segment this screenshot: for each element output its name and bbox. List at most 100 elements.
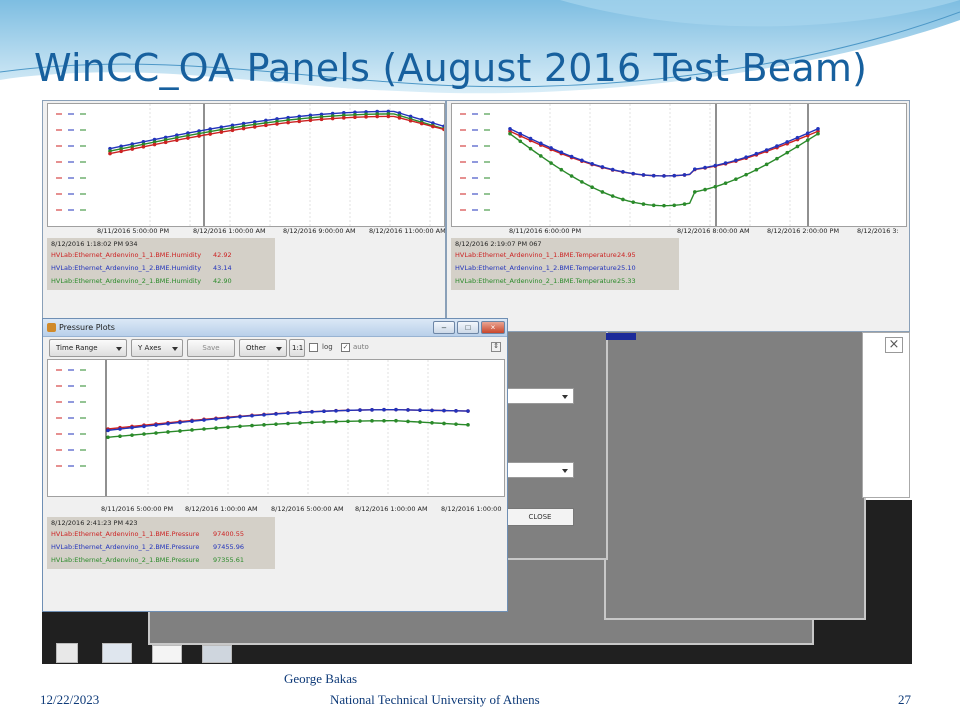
series-point — [386, 109, 391, 114]
legend-row[interactable]: HVLab:Ethernet_Ardenvino_1_1.BME.Tempera… — [455, 251, 636, 259]
legend-row[interactable]: HVLab:Ethernet_Ardenvino_2_1.BME.Tempera… — [455, 277, 636, 285]
series-point — [108, 149, 112, 153]
series-point — [408, 118, 413, 123]
series-point — [322, 409, 326, 414]
series-point — [754, 151, 759, 156]
series-point — [319, 115, 324, 119]
other-dropdown[interactable]: Other — [239, 339, 287, 357]
series-point — [621, 170, 625, 174]
series-point — [286, 421, 290, 426]
series-point — [600, 190, 605, 194]
series-point — [322, 420, 326, 424]
series-point — [775, 156, 779, 161]
legend-dp-name: HVLab:Ethernet_Ardenvino_1_2.BME.Pressur… — [51, 543, 200, 551]
series-point — [264, 123, 268, 128]
series-point — [580, 158, 584, 163]
pressure-plot-window: Pressure Plots – □ × Time Range Y Axes S… — [42, 318, 508, 612]
dropdown-label: Other — [246, 344, 266, 352]
dialog-combo-1[interactable] — [506, 388, 574, 404]
chevron-down-icon — [276, 347, 282, 351]
humidity-time-axis: 8/11/2016 5:00:00 PM 8/12/2016 1:00:00 A… — [43, 227, 445, 237]
series-point — [370, 408, 374, 412]
series-point — [610, 167, 615, 172]
dialog-combo-2[interactable] — [506, 462, 574, 478]
series-point — [703, 165, 707, 170]
series-point — [297, 119, 302, 124]
legend-row[interactable]: HVLab:Ethernet_Ardenvino_2_1.BME.Humidit… — [51, 277, 232, 285]
series-point — [319, 112, 324, 117]
taskbar-thumbnail[interactable] — [102, 643, 132, 663]
series-point — [713, 184, 718, 189]
series-point — [539, 141, 543, 146]
legend-row[interactable]: HVLab:Ethernet_Ardenvino_1_1.BME.Pressur… — [51, 530, 244, 538]
chevron-down-icon — [172, 347, 178, 351]
legend-dp-name: HVLab:Ethernet_Ardenvino_2_1.BME.Pressur… — [51, 556, 200, 564]
series-point — [816, 131, 820, 136]
chevron-down-icon — [562, 469, 568, 473]
series-point — [419, 121, 424, 126]
series-point — [508, 131, 512, 136]
series-point — [163, 138, 168, 142]
time-tick-label: 8/12/2016 1:00:00 AM — [193, 227, 266, 235]
legend-dp-name: HVLab:Ethernet_Ardenvino_1_1.BME.Humidit… — [51, 251, 202, 259]
legend-row[interactable]: HVLab:Ethernet_Ardenvino_1_1.BME.Humidit… — [51, 251, 232, 259]
legend-row[interactable]: HVLab:Ethernet_Ardenvino_1_2.BME.Tempera… — [455, 264, 636, 272]
series-point — [816, 129, 820, 134]
series-point — [298, 410, 302, 415]
ratio-button[interactable]: 1:1 — [289, 339, 305, 357]
maximize-button[interactable]: □ — [457, 321, 479, 334]
window-titlebar[interactable]: Pressure Plots – □ × — [43, 319, 507, 337]
legend-dp-name: HVLab:Ethernet_Ardenvino_2_1.BME.Humidit… — [51, 277, 202, 285]
legend-timestamp: 8/12/2016 2:19:07 PM 067 — [455, 240, 542, 248]
series-point — [106, 435, 110, 440]
series-point — [364, 110, 368, 114]
series-point — [230, 125, 235, 130]
series-point — [152, 140, 157, 144]
taskbar-thumbnail[interactable] — [202, 645, 232, 663]
close-icon[interactable]: × — [885, 337, 903, 353]
page-number: 27 — [898, 692, 911, 707]
auto-checkbox[interactable]: ✓ — [341, 343, 350, 352]
series-point — [334, 419, 338, 424]
series-point — [175, 133, 179, 138]
temperature-plot-window: 8/11/2016 6:00:00 PM 8/12/2016 8:00:00 A… — [446, 100, 910, 332]
series-point — [197, 134, 201, 138]
series-point — [186, 133, 190, 138]
humidity-plot-window: 8/11/2016 5:00:00 PM 8/12/2016 1:00:00 A… — [42, 100, 446, 332]
series-point — [590, 185, 594, 190]
taskbar-thumbnail[interactable] — [152, 645, 182, 663]
series-point — [672, 173, 677, 178]
time-range-dropdown[interactable]: Time Range — [49, 339, 127, 357]
header-wave-decoration — [0, 0, 960, 98]
series-point — [590, 162, 594, 166]
footer-date: 12/22/2023 — [40, 692, 100, 707]
legend-row[interactable]: HVLab:Ethernet_Ardenvino_2_1.BME.Pressur… — [51, 556, 244, 564]
legend-timestamp: 8/12/2016 1:18:02 PM 934 — [51, 240, 138, 248]
y-axes-dropdown[interactable]: Y Axes — [131, 339, 183, 357]
log-checkbox[interactable] — [309, 343, 318, 352]
close-button[interactable]: CLOSE — [506, 508, 574, 526]
minimize-button[interactable]: – — [433, 321, 455, 334]
series-point — [406, 419, 410, 424]
legend-row[interactable]: HVLab:Ethernet_Ardenvino_1_2.BME.Pressur… — [51, 543, 244, 551]
series-point — [130, 142, 135, 146]
series-point — [408, 114, 413, 119]
series-point — [631, 200, 635, 204]
series-point — [310, 420, 314, 425]
series-point — [252, 125, 257, 129]
expand-icon[interactable]: ⇕ — [491, 342, 501, 352]
humidity-legend: 8/12/2016 1:18:02 PM 934 HVLab:Ethernet_… — [47, 238, 275, 290]
close-button[interactable]: × — [481, 321, 505, 334]
legend-row[interactable]: HVLab:Ethernet_Ardenvino_1_2.BME.Humidit… — [51, 264, 232, 272]
time-tick-label: 8/12/2016 1:00:00 — [441, 505, 502, 513]
save-button[interactable]: Save — [187, 339, 235, 357]
taskbar-thumbnail[interactable] — [56, 643, 78, 663]
series-point — [275, 122, 279, 126]
series-point — [130, 425, 134, 430]
series-point — [342, 113, 346, 118]
series-point — [275, 117, 279, 121]
series-point — [330, 114, 335, 118]
series-point — [178, 420, 182, 425]
pressure-plot-area — [47, 359, 505, 497]
series-point — [397, 111, 402, 115]
